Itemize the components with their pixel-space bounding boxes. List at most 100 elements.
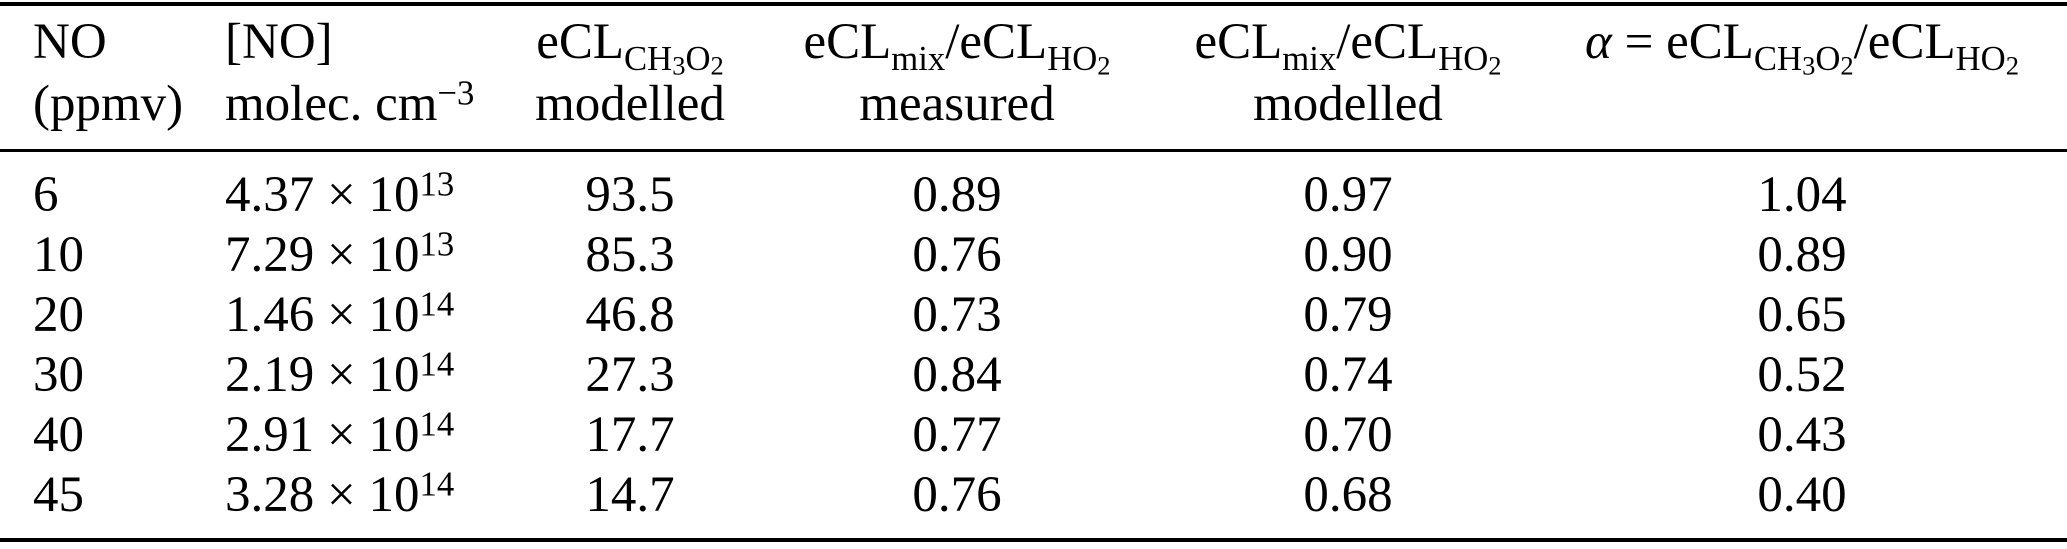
text-run: O xyxy=(1815,39,1841,79)
cell-no-concentration: 2.91 × 1014 xyxy=(195,405,505,465)
cell-ecl-ch3o2-modelled: 14.7 xyxy=(585,467,675,523)
text-run: 4.37 × 10 xyxy=(225,167,420,223)
cell-ratio-modelled: 0.79 xyxy=(1303,287,1393,343)
text-run: CH xyxy=(1753,39,1803,79)
text-run: [NO] xyxy=(225,14,333,70)
text-run: NO xyxy=(33,14,107,70)
header-line1: [NO] xyxy=(225,11,505,73)
header-line2 xyxy=(1537,73,2067,135)
cell-no: 6 xyxy=(33,167,59,223)
text-run: modelled xyxy=(1253,76,1443,132)
cell-alpha: 0.89 xyxy=(1757,227,1847,283)
cell-ratio-measured: 0.89 xyxy=(912,167,1002,223)
table-row: 10 7.29 × 1013 85.3 0.76 0.90 0.89 xyxy=(0,225,2067,285)
table-header: NO (ppmv) [NO] molec. cm−3 eCLCH3O2 mode… xyxy=(0,4,2067,151)
text-run: 1.46 × 10 xyxy=(225,287,420,343)
cell-ratio-modelled: 0.68 xyxy=(1303,467,1393,523)
text-run: 2 xyxy=(1097,50,1111,81)
cell-no: 20 xyxy=(33,287,84,343)
header-line2: modelled xyxy=(505,73,755,135)
cell-no-concentration: 1.46 × 1014 xyxy=(195,285,505,345)
cell-ratio-measured: 0.76 xyxy=(912,227,1002,283)
column-header-no-concentration: [NO] molec. cm−3 xyxy=(195,4,505,151)
text-run: CH xyxy=(624,39,673,79)
cell-alpha: 0.65 xyxy=(1757,287,1847,343)
text-run: 14 xyxy=(419,344,455,384)
cell-ratio-measured: 0.77 xyxy=(912,407,1002,463)
cell-no: 10 xyxy=(33,227,84,283)
header-line2: molec. cm−3 xyxy=(225,73,505,135)
text-run: mix xyxy=(891,39,946,79)
text-run: 2.19 × 10 xyxy=(225,347,420,403)
text-run: (ppmv) xyxy=(33,76,184,132)
column-header-ecl-ch3o2-modelled: eCLCH3O2 modelled xyxy=(505,4,755,151)
cell-ratio-modelled: 0.90 xyxy=(1303,227,1393,283)
header-line1: α = eCLCH3O2/eCLHO2 xyxy=(1537,11,2067,79)
text-run: α xyxy=(1585,14,1612,70)
text-run: /eCL xyxy=(1336,14,1439,70)
cell-no-concentration: 4.37 × 1013 xyxy=(195,151,505,226)
text-run: = eCL xyxy=(1611,14,1754,70)
cell-alpha: 0.52 xyxy=(1757,347,1847,403)
text-run: 7.29 × 10 xyxy=(225,227,420,283)
header-line1: NO xyxy=(33,11,195,73)
text-run: HO xyxy=(1438,39,1489,79)
cell-ratio-modelled: 0.70 xyxy=(1303,407,1393,463)
cell-ecl-ch3o2-modelled: 46.8 xyxy=(585,287,675,343)
cell-ratio-modelled: 0.74 xyxy=(1303,347,1393,403)
text-run: modelled xyxy=(535,76,725,132)
text-run: mix xyxy=(1282,39,1337,79)
header-line2: (ppmv) xyxy=(33,73,195,135)
table-body: 6 4.37 × 1013 93.5 0.89 0.97 1.04 10 7.2… xyxy=(0,151,2067,541)
text-run: 3.28 × 10 xyxy=(225,467,420,523)
text-run: O xyxy=(685,39,711,79)
cell-ratio-modelled: 0.97 xyxy=(1303,167,1393,223)
cell-no: 45 xyxy=(33,467,84,523)
table-row: 45 3.28 × 1014 14.7 0.76 0.68 0.40 xyxy=(0,465,2067,540)
text-run: 2 xyxy=(1488,50,1502,81)
text-run: /eCL xyxy=(945,14,1048,70)
cell-ratio-measured: 0.73 xyxy=(912,287,1002,343)
text-run: eCL xyxy=(536,14,625,70)
cell-ratio-measured: 0.84 xyxy=(912,347,1002,403)
table-row: 6 4.37 × 1013 93.5 0.89 0.97 1.04 xyxy=(0,151,2067,226)
cell-alpha: 1.04 xyxy=(1757,167,1847,223)
text-run: 3 xyxy=(672,50,686,81)
column-header-ratio-modelled: eCLmix/eCLHO2 modelled xyxy=(1159,4,1537,151)
cell-alpha: 0.40 xyxy=(1757,467,1847,523)
text-run: 13 xyxy=(419,224,455,264)
table-row: 30 2.19 × 1014 27.3 0.84 0.74 0.52 xyxy=(0,345,2067,405)
column-header-alpha: α = eCLCH3O2/eCLHO2 xyxy=(1537,4,2067,151)
cell-no-concentration: 7.29 × 1013 xyxy=(195,225,505,285)
text-run: 2 xyxy=(1840,50,1854,81)
text-run: −3 xyxy=(437,73,475,113)
cell-no-concentration: 3.28 × 1014 xyxy=(195,465,505,540)
text-run: 14 xyxy=(419,464,455,504)
text-run: 3 xyxy=(1802,50,1816,81)
text-run: 14 xyxy=(419,404,455,444)
column-header-ratio-measured: eCLmix/eCLHO2 measured xyxy=(755,4,1159,151)
header-line2: modelled xyxy=(1159,73,1537,135)
text-run: 2 xyxy=(710,50,724,81)
text-run: 2 xyxy=(2005,50,2019,81)
cell-ecl-ch3o2-modelled: 85.3 xyxy=(585,227,675,283)
text-run: HO xyxy=(1047,39,1098,79)
cell-alpha: 0.43 xyxy=(1757,407,1847,463)
cell-ecl-ch3o2-modelled: 27.3 xyxy=(585,347,675,403)
cell-no: 40 xyxy=(33,407,84,463)
cell-ratio-measured: 0.76 xyxy=(912,467,1002,523)
table-row: 20 1.46 × 1014 46.8 0.73 0.79 0.65 xyxy=(0,285,2067,345)
text-run: molec. cm xyxy=(225,76,438,132)
text-run: 13 xyxy=(419,164,455,204)
cell-ecl-ch3o2-modelled: 17.7 xyxy=(585,407,675,463)
header-line2: measured xyxy=(755,73,1159,135)
text-run: 14 xyxy=(419,284,455,324)
text-run: 2.91 × 10 xyxy=(225,407,420,463)
cell-no-concentration: 2.19 × 1014 xyxy=(195,345,505,405)
header-line1: eCLmix/eCLHO2 xyxy=(1159,11,1537,79)
table-row: 40 2.91 × 1014 17.7 0.77 0.70 0.43 xyxy=(0,405,2067,465)
text-run: measured xyxy=(859,76,1055,132)
cell-ecl-ch3o2-modelled: 93.5 xyxy=(585,167,675,223)
